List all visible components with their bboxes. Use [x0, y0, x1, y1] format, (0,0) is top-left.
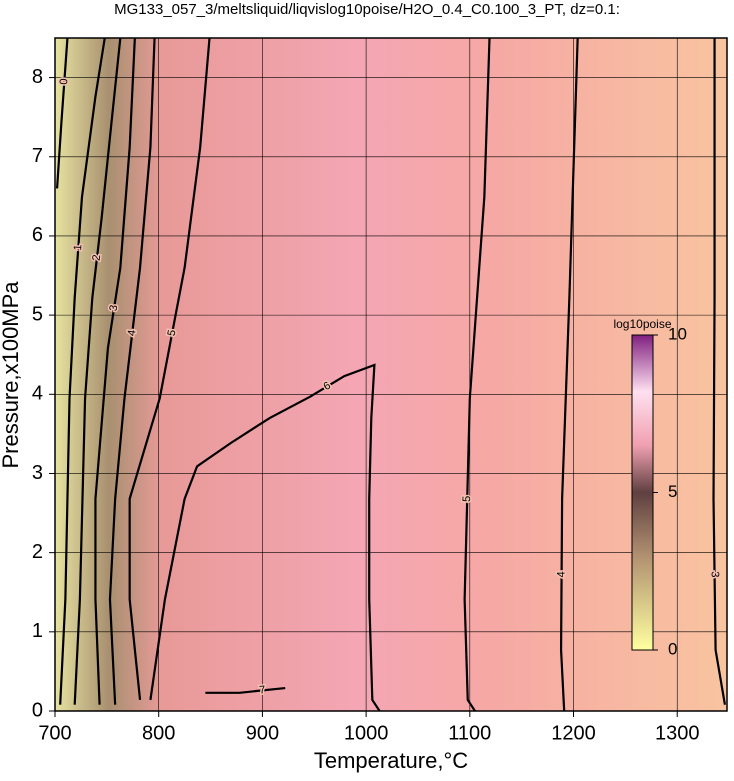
contour-line: [59, 38, 106, 705]
x-tick-label: 1200: [551, 722, 596, 744]
y-tick-label: 3: [32, 462, 43, 484]
y-tick-label: 6: [32, 224, 43, 246]
contour-label: 0: [58, 78, 70, 85]
y-tick-label: 8: [32, 66, 43, 88]
contour-label: 3: [108, 304, 121, 312]
contour-label: 2: [91, 254, 104, 261]
x-tick-label: 1000: [344, 722, 389, 744]
contour-label: 1: [72, 244, 84, 251]
y-tick-label: 1: [32, 620, 43, 642]
y-axis-label: Pressure,x100MPa: [0, 281, 23, 469]
y-tick-label: 2: [32, 541, 43, 563]
colorbar-tick-label: 0: [668, 639, 677, 658]
contour-label: 7: [259, 684, 266, 697]
y-tick-label: 4: [32, 383, 43, 405]
colorbar-title: log10poise: [613, 317, 671, 331]
plot-frame: [54, 37, 728, 712]
contour-line: [559, 38, 579, 711]
contour-line: [55, 38, 69, 189]
x-tick-label: 900: [246, 722, 279, 744]
contour-line: [712, 38, 727, 705]
x-tick-label: 800: [142, 722, 175, 744]
x-tick-label: 1100: [448, 722, 491, 744]
colorbar-tick-label: 5: [668, 482, 677, 501]
x-tick-label: 1300: [655, 722, 700, 744]
contour-label: 5: [461, 496, 473, 502]
x-tick-label: 700: [38, 722, 71, 744]
contour-label: 4: [555, 571, 567, 577]
contour-line: [149, 363, 381, 711]
contour-line: [73, 38, 122, 705]
contour-line: [205, 686, 286, 694]
y-tick-label: 7: [32, 145, 43, 167]
chart-title: MG133_057_3/meltsliquid/liqvislog10poise…: [114, 1, 620, 18]
contour-line: [128, 38, 211, 701]
x-axis-label: Temperature,°C: [314, 748, 468, 773]
colorbar: [631, 334, 654, 651]
contour-label: 3: [709, 571, 721, 577]
colorbar-tick-label: 10: [668, 324, 687, 343]
contour-line: [94, 38, 136, 705]
contour-label: 5: [166, 329, 179, 337]
y-tick-label: 5: [32, 303, 43, 325]
contour-line: [108, 38, 156, 705]
field-fill: [55, 38, 727, 711]
contour-line: [463, 38, 491, 711]
contour-label: 4: [126, 329, 139, 337]
y-tick-label: 0: [32, 699, 43, 721]
